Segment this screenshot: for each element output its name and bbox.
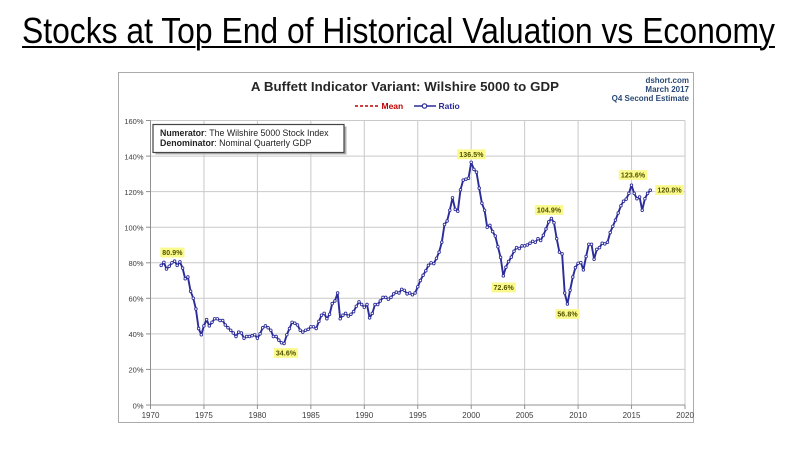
svg-text:80%: 80% [128, 259, 143, 268]
svg-text:2020: 2020 [676, 411, 694, 420]
svg-text:20%: 20% [128, 366, 143, 375]
svg-text:104.9%: 104.9% [537, 208, 562, 215]
svg-text:56.8%: 56.8% [557, 312, 578, 319]
svg-text:dshort.com: dshort.com [645, 76, 689, 85]
svg-text:100%: 100% [124, 224, 144, 233]
svg-text:60%: 60% [128, 295, 143, 304]
svg-text:72.6%: 72.6% [494, 285, 515, 292]
svg-text:120.8%: 120.8% [657, 188, 682, 195]
svg-text:34.6%: 34.6% [276, 351, 297, 358]
svg-text:80.9%: 80.9% [162, 250, 183, 257]
svg-text:March 2017: March 2017 [645, 85, 689, 94]
svg-text:2010: 2010 [569, 411, 587, 420]
svg-text:136.5%: 136.5% [459, 152, 484, 159]
svg-text:Denominator: Nominal Quarterly: Denominator: Nominal Quarterly GDP [160, 138, 312, 148]
svg-text:Q4 Second Estimate: Q4 Second Estimate [612, 94, 690, 103]
svg-text:1970: 1970 [142, 411, 160, 420]
svg-text:A Buffett Indicator Variant: W: A Buffett Indicator Variant: Wilshire 50… [251, 79, 559, 94]
svg-text:123.6%: 123.6% [621, 173, 646, 180]
svg-text:Ratio: Ratio [439, 101, 460, 111]
svg-text:0%: 0% [133, 401, 144, 410]
svg-text:2000: 2000 [462, 411, 480, 420]
svg-text:1985: 1985 [302, 411, 320, 420]
svg-text:1975: 1975 [195, 411, 213, 420]
svg-text:160%: 160% [124, 117, 144, 126]
svg-text:1995: 1995 [409, 411, 427, 420]
svg-text:1990: 1990 [355, 411, 373, 420]
svg-text:Numerator: The Wilshire 5000 S: Numerator: The Wilshire 5000 Stock Index [160, 128, 329, 138]
svg-text:120%: 120% [124, 188, 144, 197]
svg-text:40%: 40% [128, 330, 143, 339]
svg-text:Mean: Mean [382, 101, 404, 111]
svg-text:2005: 2005 [516, 411, 534, 420]
svg-text:2015: 2015 [623, 411, 641, 420]
svg-text:140%: 140% [124, 152, 144, 161]
svg-text:1980: 1980 [249, 411, 267, 420]
